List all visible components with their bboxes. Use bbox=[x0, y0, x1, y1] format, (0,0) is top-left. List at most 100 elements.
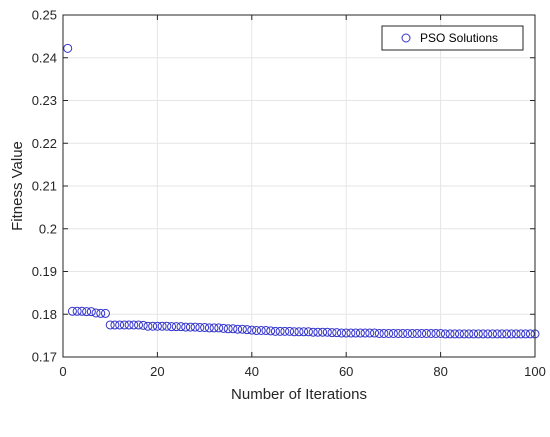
data-point bbox=[336, 328, 346, 338]
data-point bbox=[492, 329, 502, 339]
data-point bbox=[185, 322, 195, 332]
data-point bbox=[384, 328, 394, 338]
data-point bbox=[497, 329, 507, 339]
data-point bbox=[379, 328, 389, 338]
data-point bbox=[72, 306, 82, 316]
legend-box bbox=[381, 25, 524, 51]
y-tick-label: 0.19 bbox=[32, 264, 57, 279]
data-point bbox=[478, 329, 488, 339]
data-point bbox=[431, 328, 441, 338]
data-point bbox=[119, 320, 129, 330]
data-point bbox=[370, 328, 380, 338]
data-point bbox=[176, 322, 186, 332]
data-point bbox=[464, 329, 474, 339]
data-point bbox=[322, 327, 332, 337]
data-point bbox=[355, 328, 365, 338]
tick-labels: 0 20 40 60 80 100 0.17 0.18 0.19 0.2 0.21 0.22 0.23 0… bbox=[32, 8, 546, 380]
data-point bbox=[129, 320, 139, 330]
data-point bbox=[134, 320, 144, 330]
data-point bbox=[280, 326, 290, 336]
data-point bbox=[393, 328, 403, 338]
legend-entry: PSO Solutions bbox=[420, 31, 498, 45]
x-tick-label: 100 bbox=[524, 364, 546, 379]
data-point bbox=[483, 329, 493, 339]
y-tick-label: 0.2 bbox=[39, 221, 57, 236]
data-point bbox=[86, 307, 96, 317]
data-point bbox=[318, 327, 328, 337]
data-point bbox=[242, 325, 252, 335]
data-point bbox=[261, 325, 271, 335]
data-point bbox=[247, 325, 257, 335]
data-point bbox=[521, 329, 531, 339]
data-point bbox=[223, 324, 233, 334]
y-tick-label: 0.25 bbox=[32, 8, 57, 23]
data-point bbox=[440, 329, 450, 339]
data-point bbox=[313, 327, 323, 337]
data-point bbox=[346, 328, 356, 338]
data-point bbox=[252, 325, 262, 335]
x-tick-label: 40 bbox=[245, 364, 259, 379]
data-point bbox=[195, 323, 205, 333]
data-point bbox=[105, 320, 115, 330]
x-axis-label: Number of Iterations bbox=[231, 386, 367, 403]
data-point bbox=[407, 328, 417, 338]
data-point bbox=[417, 328, 427, 338]
data-point bbox=[181, 322, 191, 332]
data-point bbox=[360, 328, 370, 338]
data-point bbox=[233, 324, 243, 334]
data-point bbox=[91, 308, 101, 318]
data-point bbox=[488, 329, 498, 339]
data-point bbox=[115, 320, 125, 330]
data-point bbox=[327, 328, 337, 338]
data-point bbox=[525, 329, 535, 339]
y-tick-label: 0.18 bbox=[32, 307, 57, 322]
data-point bbox=[289, 327, 299, 337]
data-point bbox=[294, 327, 304, 337]
data-point bbox=[209, 323, 219, 333]
data-point bbox=[388, 328, 398, 338]
data-point bbox=[63, 43, 73, 53]
data-point bbox=[82, 307, 92, 317]
data-point bbox=[152, 321, 162, 331]
data-point bbox=[190, 322, 200, 332]
y-tick-label: 0.17 bbox=[32, 350, 57, 365]
data-point bbox=[351, 328, 361, 338]
data-point bbox=[374, 328, 384, 338]
data-point bbox=[285, 326, 295, 336]
legend: PSO Solutions bbox=[381, 25, 524, 51]
data-point bbox=[473, 329, 483, 339]
data-point bbox=[275, 326, 285, 336]
data-point bbox=[214, 323, 224, 333]
data-point bbox=[332, 328, 342, 338]
data-point bbox=[341, 328, 351, 338]
data-point bbox=[96, 308, 106, 318]
x-tick-label: 80 bbox=[433, 364, 447, 379]
data-points bbox=[63, 43, 540, 339]
data-point bbox=[450, 329, 460, 339]
data-point bbox=[110, 320, 120, 330]
data-point bbox=[228, 324, 238, 334]
data-point bbox=[469, 329, 479, 339]
data-point bbox=[436, 328, 446, 338]
data-point bbox=[459, 329, 469, 339]
data-point bbox=[426, 328, 436, 338]
y-tick-label: 0.21 bbox=[32, 179, 57, 194]
data-point bbox=[124, 320, 134, 330]
x-tick-label: 60 bbox=[339, 364, 353, 379]
y-axis-label: Fitness Value bbox=[9, 141, 26, 231]
data-point bbox=[398, 328, 408, 338]
data-point bbox=[454, 329, 464, 339]
data-point bbox=[162, 321, 172, 331]
y-tick-label: 0.23 bbox=[32, 93, 57, 108]
data-point bbox=[266, 326, 276, 336]
data-point bbox=[218, 323, 228, 333]
data-point bbox=[421, 328, 431, 338]
y-tick-label: 0.22 bbox=[32, 136, 57, 151]
data-point bbox=[270, 326, 280, 336]
data-point bbox=[365, 328, 375, 338]
data-point bbox=[308, 327, 318, 337]
data-point bbox=[403, 328, 413, 338]
data-point bbox=[256, 325, 266, 335]
ticks bbox=[62, 14, 536, 358]
